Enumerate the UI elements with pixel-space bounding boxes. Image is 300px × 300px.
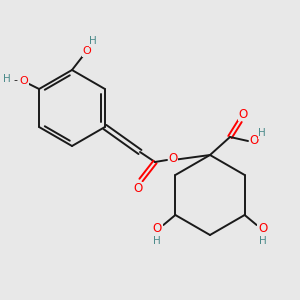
Text: O: O <box>238 107 247 121</box>
Text: H: H <box>259 236 266 246</box>
Text: H: H <box>258 128 266 138</box>
Text: O: O <box>153 223 162 236</box>
Text: -: - <box>13 75 17 85</box>
Text: H: H <box>89 36 97 46</box>
Text: O: O <box>82 46 91 56</box>
Text: O: O <box>249 134 259 148</box>
Text: O: O <box>20 76 28 86</box>
Text: H: H <box>3 74 11 84</box>
Text: O: O <box>168 152 178 166</box>
Text: H: H <box>154 236 161 246</box>
Text: O: O <box>258 223 267 236</box>
Text: O: O <box>134 182 142 196</box>
